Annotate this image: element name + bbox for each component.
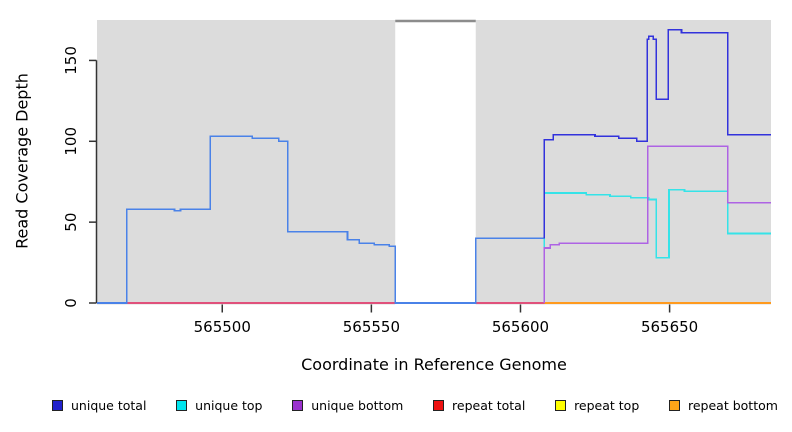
y-tick-label: 150 — [62, 46, 80, 75]
series-unique-top — [543, 189, 771, 303]
legend-item-unique-total: unique total — [52, 398, 146, 413]
legend-label: repeat total — [452, 398, 526, 413]
legend-label: repeat bottom — [688, 398, 778, 413]
legend-swatch-icon — [176, 400, 188, 411]
legend-label: unique top — [195, 398, 263, 413]
y-axis-title-text: Read Coverage Depth — [12, 73, 32, 249]
series-unique-total-right-of-gap- — [543, 28, 771, 239]
legend-swatch-icon — [292, 400, 304, 411]
x-tick-label: 565500 — [194, 318, 251, 336]
y-tick-label: 0 — [62, 298, 80, 308]
x-axis-title: Coordinate in Reference Genome — [301, 355, 567, 374]
legend-swatch-icon — [52, 400, 63, 411]
x-tick-label: 565600 — [492, 318, 549, 336]
legend-swatch-icon — [555, 400, 567, 411]
legend-item-repeat-top: repeat top — [555, 398, 639, 413]
legend-label: repeat top — [574, 398, 640, 413]
legend-item-repeat-bottom: repeat bottom — [669, 398, 778, 413]
legend-item-unique-top: unique top — [176, 398, 262, 413]
legend-item-repeat-total: repeat total — [433, 398, 525, 413]
y-tick-label: 50 — [62, 213, 80, 232]
legend-label: unique total — [71, 398, 147, 413]
legend-label: unique bottom — [311, 398, 404, 413]
legend-item-unique-bottom: unique bottom — [292, 398, 403, 413]
x-tick-label: 565550 — [343, 318, 400, 336]
y-tick-label: 100 — [62, 127, 80, 156]
series-unique-bottom — [543, 145, 771, 303]
legend-swatch-icon — [433, 400, 445, 411]
legend: unique total unique top unique bottom repea… — [52, 398, 778, 413]
series-unique-total-left-of-gap- — [97, 135, 545, 304]
legend-swatch-icon — [669, 400, 680, 411]
masked-region — [395, 20, 476, 305]
x-tick-label: 565650 — [641, 318, 698, 336]
